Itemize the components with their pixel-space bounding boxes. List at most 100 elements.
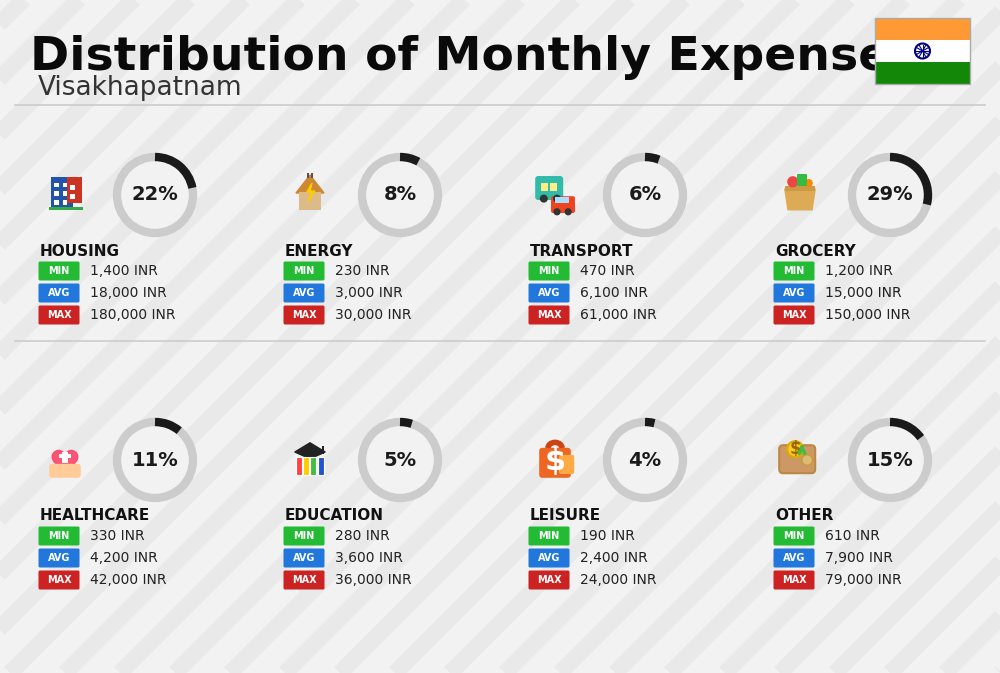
Text: 3,000 INR: 3,000 INR <box>335 286 403 300</box>
FancyBboxPatch shape <box>774 306 814 324</box>
Text: 3,600 INR: 3,600 INR <box>335 551 403 565</box>
Bar <box>785 186 815 190</box>
Text: MIN: MIN <box>538 531 560 541</box>
FancyBboxPatch shape <box>559 455 574 474</box>
Circle shape <box>553 208 561 215</box>
FancyBboxPatch shape <box>551 197 575 213</box>
Text: 15%: 15% <box>867 450 913 470</box>
FancyBboxPatch shape <box>797 174 807 186</box>
Text: MAX: MAX <box>47 575 71 585</box>
Circle shape <box>606 156 684 234</box>
FancyBboxPatch shape <box>284 262 324 281</box>
Bar <box>303 457 309 474</box>
Bar <box>296 457 302 474</box>
Text: 7,900 INR: 7,900 INR <box>825 551 893 565</box>
Bar <box>70 194 75 199</box>
FancyBboxPatch shape <box>49 464 81 478</box>
Bar <box>541 183 548 191</box>
FancyBboxPatch shape <box>38 306 80 324</box>
FancyBboxPatch shape <box>284 571 324 590</box>
Text: 36,000 INR: 36,000 INR <box>335 573 412 587</box>
Bar <box>550 183 557 191</box>
Bar <box>63 200 67 205</box>
Text: MAX: MAX <box>292 310 316 320</box>
Bar <box>49 207 83 210</box>
Text: GROCERY: GROCERY <box>775 244 856 258</box>
Text: MIN: MIN <box>783 531 805 541</box>
Bar <box>54 191 59 197</box>
Text: 15,000 INR: 15,000 INR <box>825 286 902 300</box>
Polygon shape <box>52 450 78 474</box>
FancyBboxPatch shape <box>774 571 814 590</box>
Bar <box>51 177 73 209</box>
Bar <box>70 185 75 190</box>
Bar <box>307 173 309 178</box>
FancyBboxPatch shape <box>38 283 80 302</box>
Text: 180,000 INR: 180,000 INR <box>90 308 176 322</box>
Text: AVG: AVG <box>538 553 560 563</box>
Text: MAX: MAX <box>292 575 316 585</box>
Text: MAX: MAX <box>537 575 561 585</box>
Polygon shape <box>296 175 324 193</box>
FancyBboxPatch shape <box>38 548 80 567</box>
Text: OTHER: OTHER <box>775 509 833 524</box>
Text: 42,000 INR: 42,000 INR <box>90 573 166 587</box>
Circle shape <box>116 156 194 234</box>
Bar <box>63 191 67 197</box>
Text: 2,400 INR: 2,400 INR <box>580 551 648 565</box>
Circle shape <box>851 421 929 499</box>
Bar <box>59 454 71 458</box>
Text: MIN: MIN <box>538 266 560 276</box>
Circle shape <box>565 208 572 215</box>
Bar <box>875 62 970 84</box>
Text: AVG: AVG <box>48 288 70 298</box>
Text: AVG: AVG <box>293 553 315 563</box>
Text: HEALTHCARE: HEALTHCARE <box>40 509 150 524</box>
FancyBboxPatch shape <box>528 283 570 302</box>
Bar <box>299 192 321 210</box>
FancyBboxPatch shape <box>38 571 80 590</box>
FancyBboxPatch shape <box>774 548 814 567</box>
Bar <box>62 452 68 463</box>
Circle shape <box>116 421 194 499</box>
FancyBboxPatch shape <box>528 262 570 281</box>
Text: 1,400 INR: 1,400 INR <box>90 264 158 278</box>
Text: MIN: MIN <box>293 266 315 276</box>
Text: MIN: MIN <box>48 266 70 276</box>
FancyBboxPatch shape <box>528 548 570 567</box>
Bar <box>54 200 59 205</box>
Text: HOUSING: HOUSING <box>40 244 120 258</box>
Bar <box>555 197 569 203</box>
Text: AVG: AVG <box>783 288 805 298</box>
FancyBboxPatch shape <box>779 446 815 473</box>
Text: Visakhapatnam: Visakhapatnam <box>38 75 243 101</box>
Text: 1,200 INR: 1,200 INR <box>825 264 893 278</box>
Text: 470 INR: 470 INR <box>580 264 635 278</box>
Text: 29%: 29% <box>867 186 913 205</box>
Text: 4,200 INR: 4,200 INR <box>90 551 158 565</box>
Polygon shape <box>295 443 325 459</box>
FancyBboxPatch shape <box>774 526 814 546</box>
Circle shape <box>361 421 439 499</box>
FancyBboxPatch shape <box>539 448 571 478</box>
Text: 610 INR: 610 INR <box>825 529 880 543</box>
Text: 79,000 INR: 79,000 INR <box>825 573 902 587</box>
FancyBboxPatch shape <box>774 262 814 281</box>
FancyBboxPatch shape <box>528 571 570 590</box>
Text: AVG: AVG <box>293 288 315 298</box>
Polygon shape <box>785 189 815 210</box>
FancyBboxPatch shape <box>284 526 324 546</box>
Text: ENERGY: ENERGY <box>285 244 354 258</box>
Circle shape <box>805 179 813 187</box>
Polygon shape <box>307 183 315 202</box>
Bar <box>63 182 67 187</box>
FancyBboxPatch shape <box>38 262 80 281</box>
Text: $: $ <box>544 447 566 476</box>
FancyBboxPatch shape <box>535 176 563 200</box>
Circle shape <box>787 441 803 457</box>
Text: LEISURE: LEISURE <box>530 509 601 524</box>
Text: 6,100 INR: 6,100 INR <box>580 286 648 300</box>
FancyBboxPatch shape <box>528 526 570 546</box>
Bar <box>875 18 970 40</box>
Text: 30,000 INR: 30,000 INR <box>335 308 412 322</box>
